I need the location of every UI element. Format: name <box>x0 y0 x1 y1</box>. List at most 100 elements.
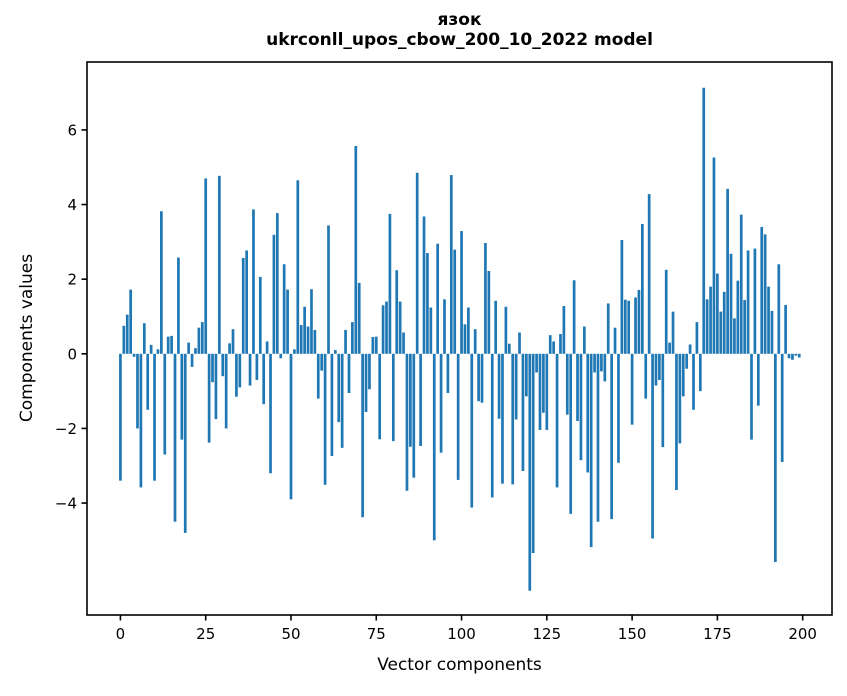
bar <box>688 344 692 354</box>
bar <box>552 341 555 354</box>
bar <box>310 289 313 354</box>
bar <box>538 353 542 430</box>
bar <box>347 353 351 393</box>
bar <box>460 231 463 354</box>
bar <box>286 289 289 354</box>
bar <box>555 353 559 488</box>
bar <box>177 257 180 354</box>
bar <box>705 299 709 354</box>
bar <box>241 257 245 354</box>
bar <box>600 353 603 372</box>
bar <box>190 353 194 367</box>
y-tick-label: −4 <box>55 495 77 513</box>
bar <box>542 353 545 413</box>
bar <box>149 344 153 354</box>
bar <box>514 353 518 420</box>
bar <box>272 234 276 354</box>
bar <box>258 276 262 354</box>
bar <box>432 353 436 541</box>
bar <box>794 353 798 356</box>
bar <box>647 194 651 354</box>
bar <box>374 336 378 354</box>
bar <box>791 353 794 360</box>
bar <box>572 280 576 354</box>
bar <box>467 307 470 354</box>
bar <box>763 234 767 354</box>
bar <box>153 353 156 481</box>
bar <box>166 336 170 354</box>
bar <box>122 325 126 354</box>
bar <box>371 337 375 354</box>
bar <box>439 353 443 453</box>
bar <box>282 264 286 354</box>
bar <box>412 353 416 478</box>
bar <box>787 353 791 359</box>
bar <box>664 269 668 354</box>
bar <box>248 353 252 386</box>
bar <box>610 353 613 520</box>
bars <box>119 87 801 591</box>
bar <box>299 325 303 354</box>
bar <box>767 286 770 354</box>
y-tick-label: 4 <box>67 196 77 214</box>
bar <box>183 353 187 533</box>
bar <box>746 250 750 354</box>
bar <box>327 225 330 354</box>
bar <box>426 253 429 354</box>
bar <box>661 353 665 448</box>
bar <box>617 353 620 463</box>
bar <box>698 353 702 392</box>
bar <box>651 353 654 539</box>
bar <box>504 306 508 354</box>
bar <box>623 299 627 354</box>
bar <box>228 343 231 354</box>
bar <box>507 343 511 354</box>
bar <box>395 270 399 354</box>
bar <box>139 353 143 488</box>
bar <box>716 273 719 354</box>
x-axis-label: Vector components <box>377 655 542 675</box>
bar <box>487 270 491 354</box>
bar <box>180 353 184 440</box>
bar <box>224 353 228 429</box>
bar <box>709 286 712 354</box>
bar <box>576 353 579 421</box>
bar <box>675 353 678 490</box>
bar <box>436 243 440 354</box>
bar <box>443 299 446 354</box>
x-tick-label: 150 <box>618 625 647 643</box>
bar <box>797 353 801 358</box>
bar <box>419 353 422 446</box>
bar <box>214 353 218 420</box>
bar <box>265 341 269 354</box>
bar <box>293 349 296 354</box>
bar <box>692 353 695 410</box>
bar <box>238 353 242 388</box>
bar <box>756 353 760 406</box>
bar <box>579 353 583 461</box>
bar <box>361 353 364 518</box>
bar <box>197 327 201 354</box>
bar <box>409 353 412 447</box>
bar <box>780 353 784 463</box>
bar <box>559 334 562 354</box>
bar <box>252 209 255 354</box>
bar <box>340 353 344 448</box>
bar <box>245 250 248 354</box>
bar <box>596 353 600 522</box>
bar <box>719 311 723 354</box>
y-tick-label: 0 <box>67 345 77 363</box>
bar <box>760 226 764 354</box>
bar <box>142 323 146 354</box>
bar <box>777 264 781 354</box>
bar <box>774 353 777 563</box>
bar <box>262 353 266 405</box>
bar <box>207 353 211 443</box>
bar <box>275 213 279 354</box>
bar <box>279 353 283 359</box>
bar <box>351 322 354 354</box>
bar <box>620 239 624 354</box>
x-tick-label: 75 <box>367 625 386 643</box>
y-tick-label: −2 <box>55 420 77 438</box>
